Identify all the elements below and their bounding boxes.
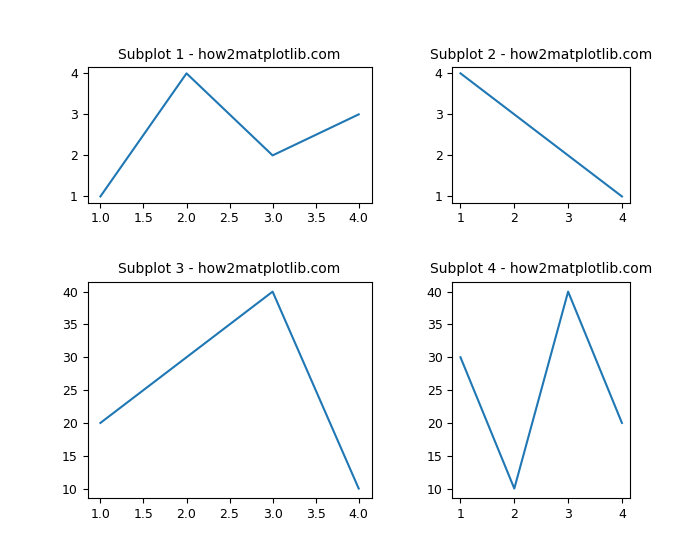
Title: Subplot 1 - how2matplotlib.com: Subplot 1 - how2matplotlib.com [118, 48, 341, 62]
Title: Subplot 4 - how2matplotlib.com: Subplot 4 - how2matplotlib.com [430, 263, 652, 277]
Title: Subplot 2 - how2matplotlib.com: Subplot 2 - how2matplotlib.com [430, 48, 652, 62]
Title: Subplot 3 - how2matplotlib.com: Subplot 3 - how2matplotlib.com [118, 263, 341, 277]
